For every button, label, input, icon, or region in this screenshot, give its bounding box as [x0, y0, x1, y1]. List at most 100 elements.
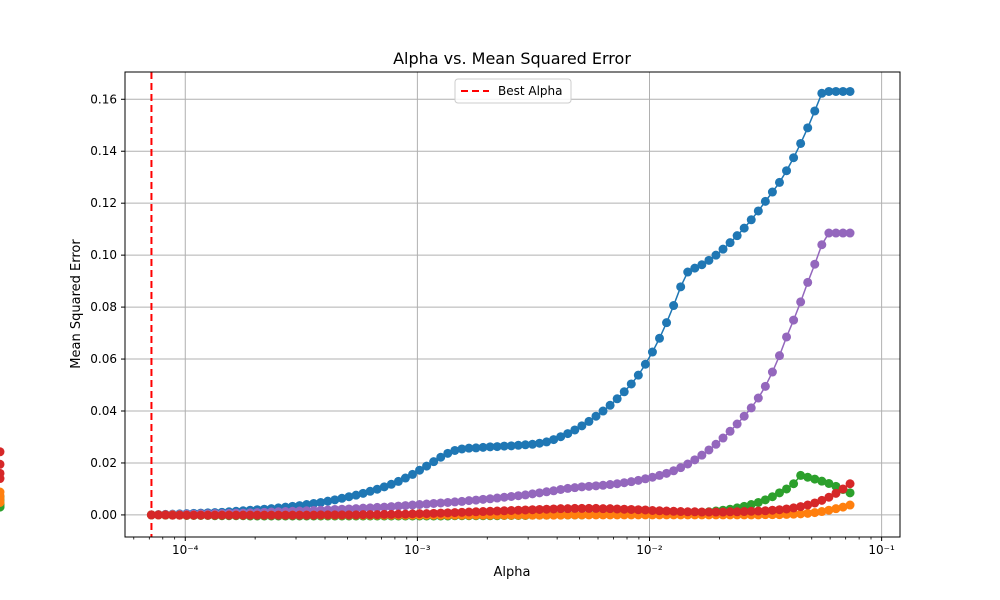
data-point [160, 510, 170, 520]
data-point [831, 86, 841, 96]
data-point [690, 507, 700, 517]
data-point [436, 508, 446, 518]
data-point [774, 351, 784, 361]
data-point [669, 466, 679, 476]
data-point [386, 479, 396, 489]
data-point [683, 459, 693, 469]
data-point [774, 177, 784, 187]
data-point [760, 196, 770, 206]
data-point [789, 509, 799, 519]
data-point [824, 228, 834, 238]
data-point [556, 484, 566, 494]
data-point [697, 260, 707, 270]
y-tick-label: 0.08 [90, 300, 117, 314]
y-axis-ticks: 0.00 0.02 0.04 0.06 0.08 0.10 0.12 0.14 0.16 [90, 92, 125, 522]
data-point [556, 504, 566, 514]
data-point [824, 86, 834, 96]
data-point [513, 491, 523, 501]
data-point [732, 231, 742, 241]
data-point [831, 504, 841, 514]
data-point [824, 478, 834, 488]
data-point [457, 444, 467, 454]
data-point [429, 498, 439, 508]
data-point [429, 508, 439, 518]
data-point [810, 498, 820, 508]
data-point [450, 508, 460, 518]
data-point [591, 503, 601, 513]
data-point [697, 450, 707, 460]
data-point [393, 509, 403, 519]
data-point [386, 509, 396, 519]
data-point [535, 488, 545, 498]
data-point [330, 495, 340, 505]
data-point [316, 510, 326, 520]
data-point [577, 482, 587, 492]
data-point [838, 86, 848, 96]
data-point [570, 503, 580, 513]
data-point [302, 500, 312, 510]
data-point [527, 489, 537, 499]
data-point [259, 510, 269, 520]
data-point [803, 472, 813, 482]
data-point [471, 507, 481, 517]
data-point [810, 474, 820, 484]
data-point [676, 282, 686, 292]
data-point [436, 498, 446, 508]
data-point [591, 481, 601, 491]
data-point [492, 493, 502, 503]
data-point [690, 455, 700, 465]
data-point [584, 503, 594, 513]
data-point [619, 387, 629, 397]
data-point [203, 510, 213, 520]
data-point [760, 506, 770, 516]
data-point [344, 510, 354, 520]
data-point [640, 474, 650, 484]
data-point [831, 481, 841, 491]
data-point [753, 206, 763, 216]
data-point [767, 492, 777, 502]
data-point [633, 370, 643, 380]
data-point [767, 187, 777, 197]
data-point [760, 495, 770, 505]
data-point [640, 505, 650, 515]
data-point [478, 494, 488, 504]
data-point [386, 502, 396, 512]
data-point [245, 510, 255, 520]
data-point [683, 507, 693, 517]
data-point [379, 482, 389, 492]
data-point [774, 488, 784, 498]
data-point [316, 497, 326, 507]
data-point [690, 263, 700, 273]
data-point [753, 497, 763, 507]
data-point [669, 506, 679, 516]
data-point [400, 509, 410, 519]
data-point [168, 510, 178, 520]
data-point [789, 315, 799, 325]
data-point [845, 228, 855, 238]
data-point [408, 500, 417, 510]
data-point [556, 510, 566, 520]
data-point [393, 476, 403, 486]
data-point [725, 426, 735, 436]
data-point [408, 509, 417, 519]
data-point [542, 504, 552, 514]
data-point [415, 500, 425, 510]
data-point [217, 510, 227, 520]
data-point [535, 438, 545, 448]
data-point [803, 123, 813, 133]
data-point [0, 487, 5, 497]
data-point [810, 106, 820, 116]
data-point [443, 448, 453, 458]
data-point [838, 502, 848, 512]
legend: Best Alpha [454, 78, 572, 104]
data-point [662, 318, 672, 328]
data-point [570, 483, 580, 493]
data-point [288, 510, 298, 520]
data-point [273, 510, 283, 520]
x-tick-label: 10⁻⁴ [172, 543, 199, 557]
data-point [584, 481, 594, 491]
data-point [499, 492, 509, 502]
data-point [845, 479, 855, 489]
data-point [753, 393, 763, 403]
